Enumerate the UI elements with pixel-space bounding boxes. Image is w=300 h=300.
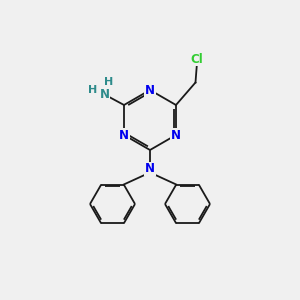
Text: N: N (100, 88, 110, 101)
Text: N: N (145, 162, 155, 176)
Text: H: H (88, 85, 97, 95)
Text: H: H (104, 77, 114, 88)
Text: N: N (171, 128, 181, 142)
Text: N: N (119, 128, 129, 142)
Text: Cl: Cl (190, 53, 203, 66)
Text: N: N (145, 83, 155, 97)
